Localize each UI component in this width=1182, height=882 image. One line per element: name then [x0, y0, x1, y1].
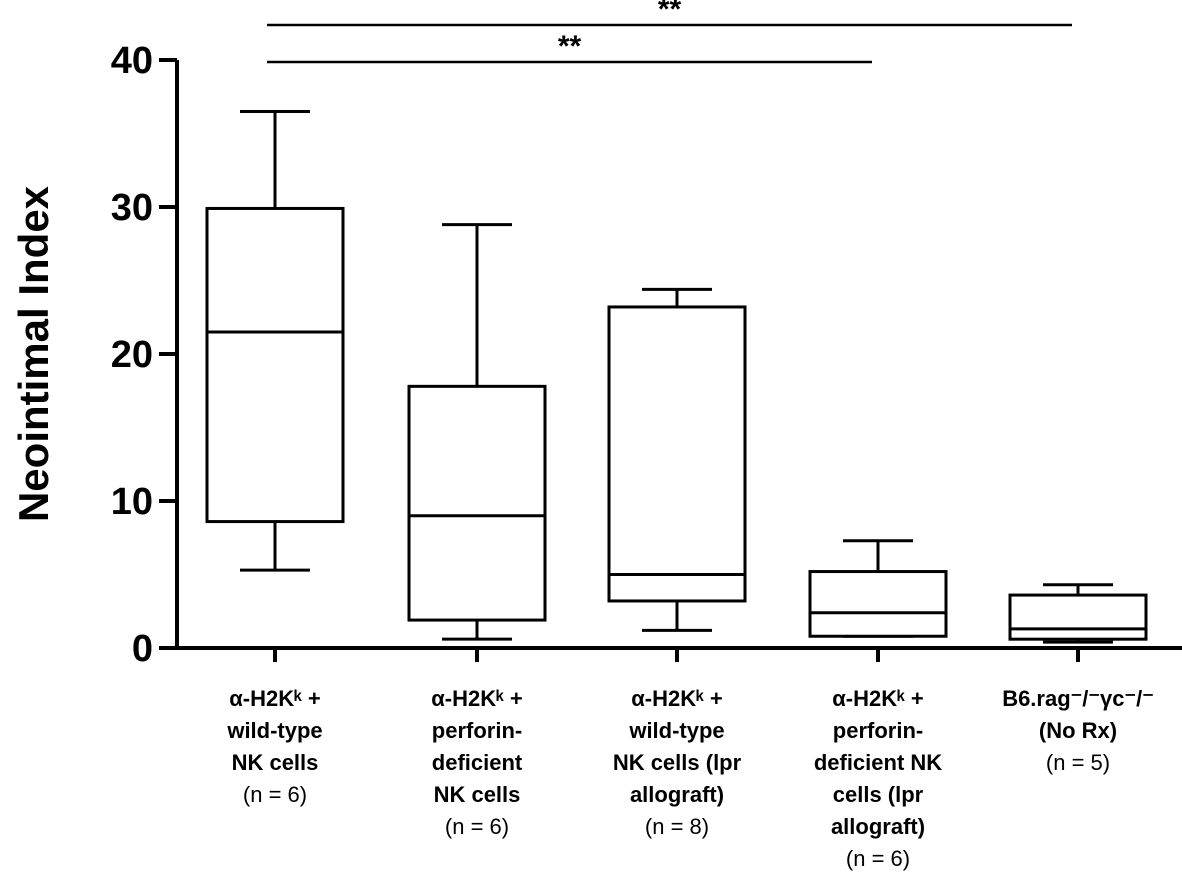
x-category-label: NK cells (lpr	[613, 750, 742, 775]
x-category-label: deficient	[432, 750, 523, 775]
x-category-label: perforin-	[833, 718, 923, 743]
y-tick-label: 20	[111, 334, 153, 376]
x-category-label: allograft)	[831, 814, 925, 839]
x-category-label: (n = 6)	[243, 782, 307, 807]
x-category-label: allograft)	[630, 782, 724, 807]
x-category-label: α-H2Kᵏ +	[229, 686, 321, 711]
x-category-label: (n = 6)	[846, 846, 910, 871]
x-category-label: (No Rx)	[1039, 718, 1117, 743]
x-category-label: (n = 8)	[645, 814, 709, 839]
x-category-label: cells (lpr	[833, 782, 924, 807]
x-category-label: wild-type	[628, 718, 724, 743]
significance-label: **	[558, 30, 582, 63]
y-tick-label: 40	[111, 40, 153, 82]
iqr-box	[1008, 593, 1148, 641]
x-category-label: perforin-	[432, 718, 522, 743]
y-tick-label: 0	[132, 628, 153, 670]
x-category-label: α-H2Kᵏ +	[631, 686, 723, 711]
significance-label: **	[658, 0, 682, 26]
y-axis-label: Neointimal Index	[10, 185, 57, 522]
y-tick-label: 10	[111, 481, 153, 523]
x-category-label: deficient NK	[814, 750, 942, 775]
x-category-label: α-H2Kᵏ +	[431, 686, 523, 711]
x-category-label: NK cells	[232, 750, 319, 775]
y-tick-label: 30	[111, 187, 153, 229]
iqr-box	[205, 206, 345, 524]
iqr-box	[808, 570, 948, 638]
x-category-label: B6.rag⁻/⁻γc⁻/⁻	[1002, 686, 1154, 711]
x-category-label: α-H2Kᵏ +	[832, 686, 924, 711]
x-category-label: wild-type	[226, 718, 322, 743]
iqr-box	[407, 384, 547, 622]
x-category-label: (n = 5)	[1046, 750, 1110, 775]
x-category-label: NK cells	[434, 782, 521, 807]
iqr-box	[607, 305, 747, 603]
x-category-label: (n = 6)	[445, 814, 509, 839]
